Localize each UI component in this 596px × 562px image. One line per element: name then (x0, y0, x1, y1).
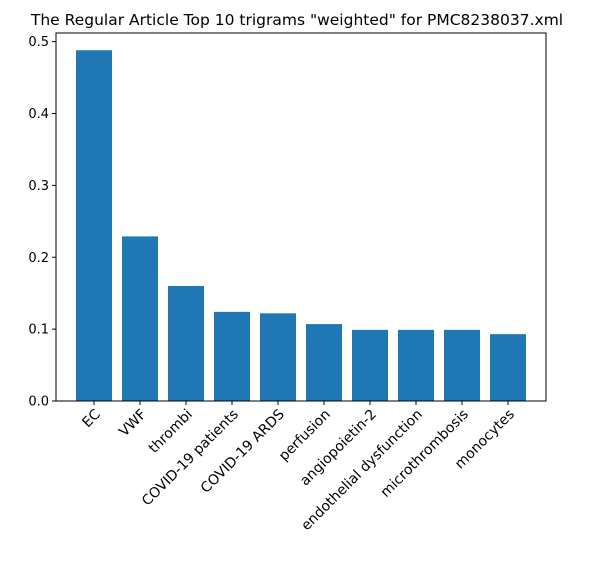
chart-title: The Regular Article Top 10 trigrams "wei… (30, 11, 563, 29)
y-tick-label-5: 0.5 (28, 35, 49, 50)
bar-9 (490, 334, 526, 401)
y-tick-label-0: 0.0 (28, 395, 49, 410)
bar-5 (306, 324, 342, 401)
x-tick-label-0: EC (79, 406, 104, 431)
y-tick-label-4: 0.4 (28, 107, 49, 122)
bar-7 (398, 329, 434, 401)
bars-group (76, 50, 526, 401)
bar-8 (444, 329, 480, 401)
x-tick-label-4: COVID-19 ARDS (198, 406, 288, 496)
bar-6 (352, 329, 388, 401)
y-tick-label-2: 0.2 (28, 251, 49, 266)
bar-0 (76, 50, 112, 401)
bar-3 (214, 311, 250, 401)
bar-2 (168, 286, 204, 401)
x-tick-label-1: VWF (116, 407, 150, 441)
bar-1 (122, 236, 158, 401)
y-tick-label-1: 0.1 (28, 323, 49, 338)
x-tick-label-8: microthrombosis (378, 407, 472, 501)
y-tick-label-3: 0.3 (28, 179, 49, 194)
plot-frame (55, 32, 547, 402)
y-axis: 0.0 0.1 0.2 0.3 0.4 0.5 (28, 35, 56, 410)
bar-4 (260, 313, 296, 401)
